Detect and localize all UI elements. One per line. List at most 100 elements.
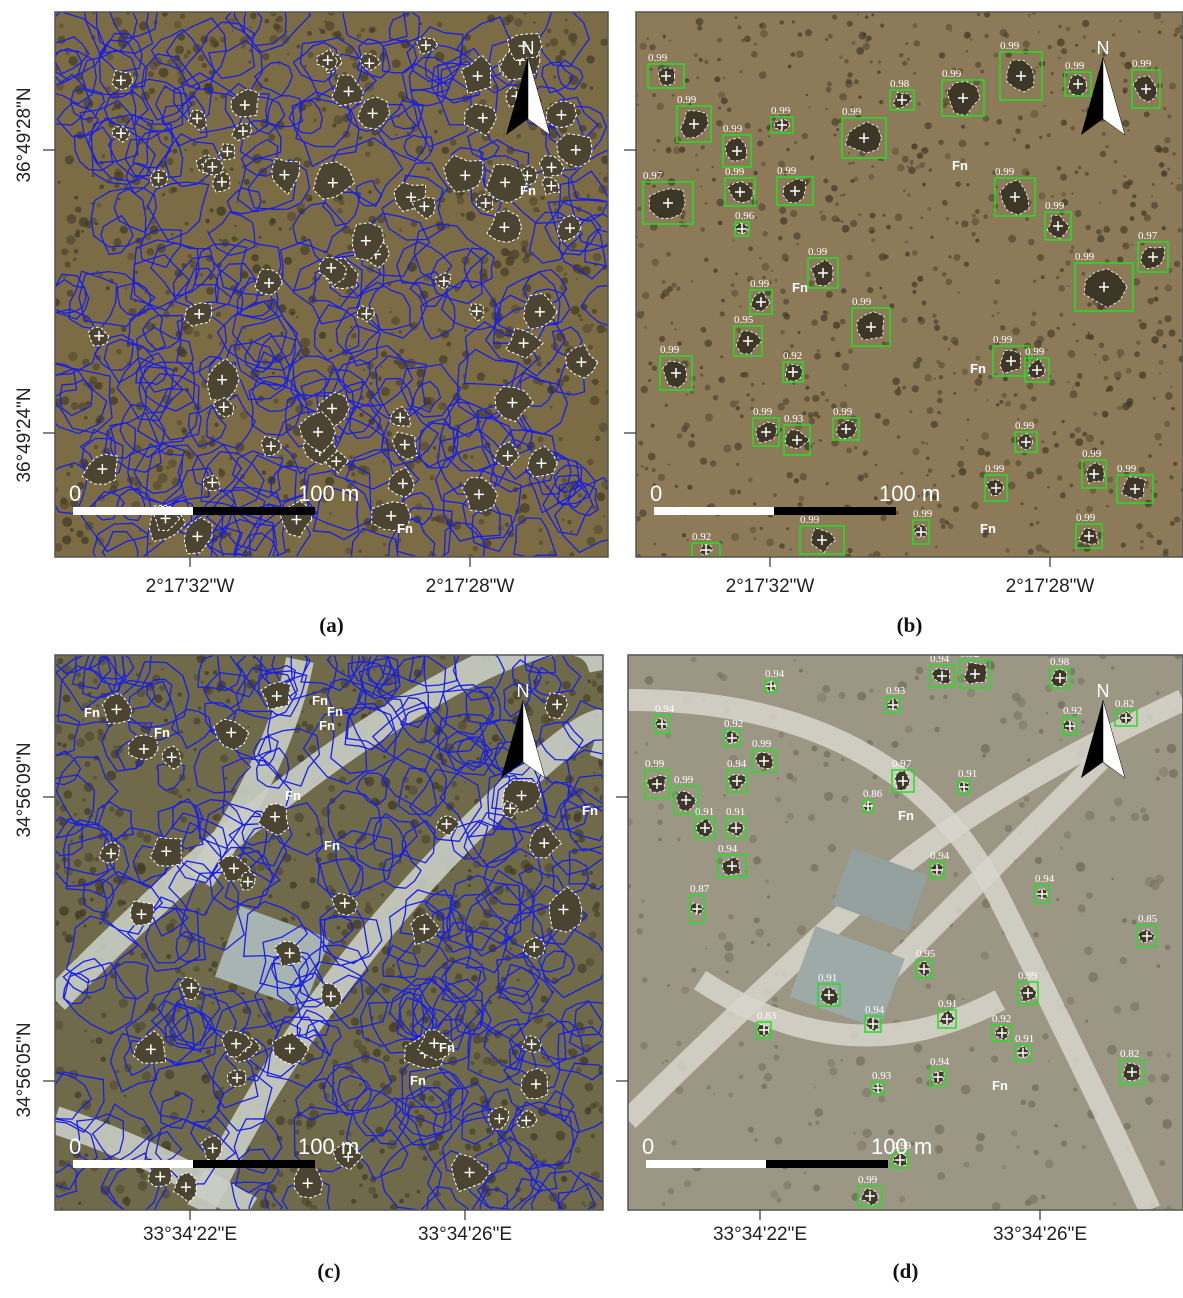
texture — [565, 774, 574, 784]
texture — [409, 323, 414, 328]
segment-outline — [55, 308, 102, 376]
texture — [333, 115, 343, 125]
texture — [657, 819, 663, 825]
segment-outline — [101, 716, 153, 772]
texture — [126, 1203, 130, 1207]
texture — [330, 888, 336, 895]
texture — [1138, 466, 1146, 474]
texture — [897, 681, 907, 691]
texture — [407, 785, 418, 796]
texture — [307, 30, 313, 37]
texture — [345, 547, 353, 555]
scale-bar-white — [73, 507, 193, 515]
texture — [718, 91, 726, 99]
texture — [638, 440, 644, 446]
scale-bar-white — [73, 1160, 193, 1168]
texture — [651, 258, 659, 267]
texture — [184, 221, 189, 226]
texture — [780, 288, 786, 294]
texture — [689, 375, 696, 382]
texture — [371, 128, 379, 136]
texture — [816, 415, 821, 419]
texture — [932, 266, 938, 272]
segment-outline — [411, 978, 467, 1035]
texture — [783, 1181, 792, 1190]
texture — [208, 36, 216, 44]
texture — [216, 206, 227, 216]
texture — [423, 274, 431, 282]
texture — [110, 973, 116, 979]
center-marker — [460, 170, 471, 181]
texture — [1167, 114, 1172, 119]
center-marker — [494, 1113, 505, 1124]
texture — [1126, 397, 1134, 405]
texture — [807, 411, 814, 418]
texture — [763, 1072, 773, 1082]
segment-outline — [135, 352, 168, 386]
texture — [984, 451, 991, 457]
texture — [685, 393, 688, 396]
texture — [903, 189, 906, 193]
texture — [389, 310, 392, 314]
texture — [880, 514, 887, 521]
segment-outline — [254, 61, 293, 97]
texture — [1040, 1194, 1046, 1200]
texture — [285, 548, 291, 553]
texture — [559, 49, 567, 57]
texture — [584, 1187, 588, 1191]
texture — [744, 122, 751, 129]
center-marker — [970, 669, 980, 679]
texture — [1132, 194, 1137, 199]
center-marker — [399, 439, 410, 450]
segment-outline — [146, 678, 173, 711]
texture — [472, 860, 481, 868]
texture — [144, 291, 147, 294]
texture — [387, 1011, 392, 1016]
confidence-score: 0.92 — [1063, 705, 1082, 717]
texture — [825, 86, 832, 93]
confidence-score: 0.87 — [690, 883, 710, 895]
texture — [469, 455, 474, 460]
segment-outline — [387, 899, 445, 968]
texture — [1072, 549, 1075, 552]
texture — [1043, 105, 1046, 108]
segment-outline — [257, 728, 321, 787]
texture — [898, 1195, 906, 1203]
fn-label: Fn — [582, 803, 598, 818]
segment-outline — [78, 270, 156, 328]
texture — [718, 376, 726, 384]
texture — [561, 477, 567, 483]
texture — [871, 165, 874, 168]
texture — [406, 358, 416, 369]
texture — [726, 107, 732, 113]
texture — [879, 286, 883, 290]
texture — [827, 843, 837, 853]
texture — [847, 547, 853, 554]
texture — [1075, 43, 1079, 47]
segment-outline — [456, 736, 494, 769]
segment-outline — [483, 1018, 529, 1071]
texture — [993, 299, 998, 305]
texture — [681, 986, 690, 995]
texture — [977, 447, 986, 456]
texture — [1081, 109, 1085, 113]
segment-outline — [480, 1088, 523, 1133]
texture — [778, 731, 785, 738]
texture — [839, 194, 842, 197]
center-marker — [516, 790, 527, 801]
texture — [1046, 133, 1051, 138]
texture — [812, 394, 820, 403]
segment-outline — [542, 474, 594, 536]
north-arrow-left — [506, 57, 528, 135]
texture — [309, 1109, 319, 1120]
texture — [183, 54, 189, 59]
texture — [671, 93, 675, 97]
center-marker — [364, 58, 375, 69]
texture — [905, 42, 909, 45]
texture — [538, 540, 544, 545]
texture — [978, 374, 983, 379]
texture — [1012, 692, 1021, 702]
center-marker — [502, 450, 513, 461]
texture — [846, 447, 852, 454]
texture — [1013, 393, 1018, 397]
